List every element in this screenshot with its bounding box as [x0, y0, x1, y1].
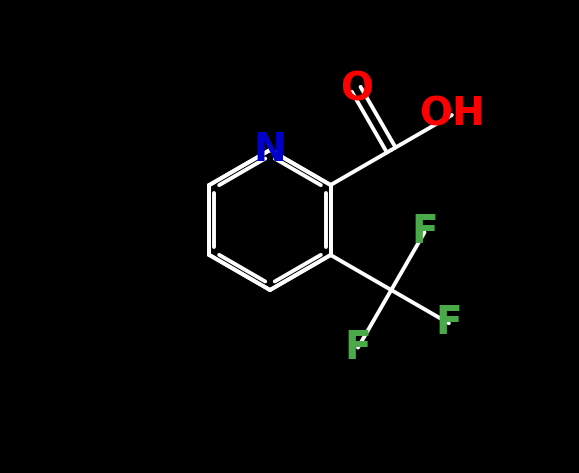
Text: O: O: [340, 70, 373, 108]
Text: F: F: [411, 213, 438, 252]
Text: N: N: [254, 131, 286, 169]
Text: F: F: [345, 329, 371, 367]
Text: OH: OH: [419, 96, 485, 134]
Text: F: F: [435, 304, 462, 342]
